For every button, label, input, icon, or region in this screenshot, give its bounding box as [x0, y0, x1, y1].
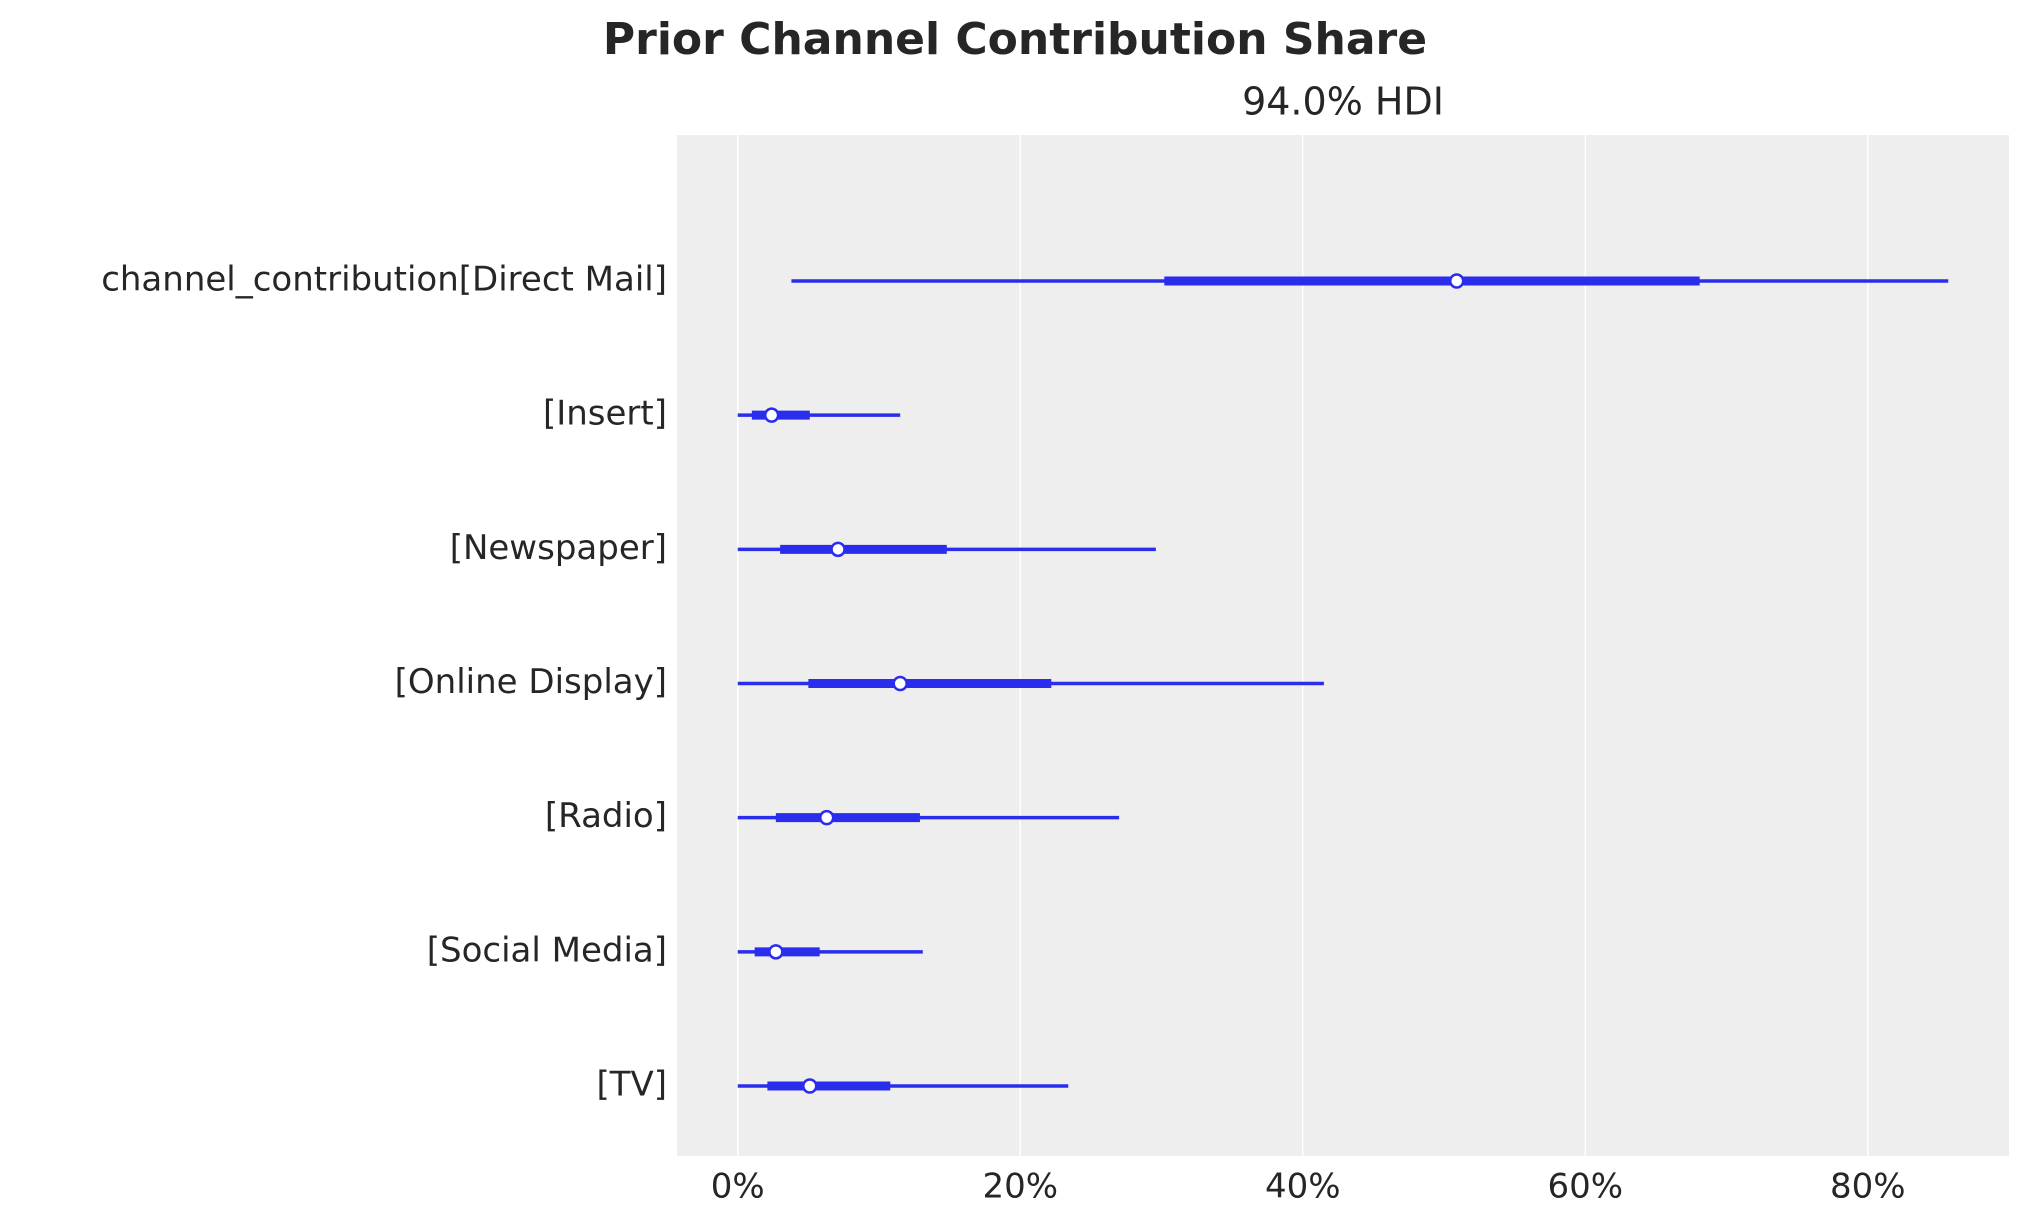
y-tick-label: [Social Media]	[427, 930, 667, 970]
chart-subtitle: 94.0% HDI	[1242, 80, 1444, 124]
y-tick-label: [Insert]	[543, 394, 667, 434]
x-tick-label: 0%	[711, 1167, 765, 1207]
y-tick-label: [TV]	[596, 1065, 667, 1105]
median-point	[830, 541, 846, 558]
chart-title: Prior Channel Contribution Share	[603, 14, 1427, 65]
median-point	[1448, 273, 1465, 289]
median-point	[763, 407, 780, 423]
y-tick-label: [Newspaper]	[450, 528, 667, 568]
median-point	[818, 809, 835, 826]
x-tick-label: 20%	[982, 1167, 1058, 1207]
y-tick-label: [Online Display]	[395, 662, 667, 702]
median-point	[802, 1078, 818, 1094]
x-tick-label: 40%	[1265, 1167, 1341, 1207]
x-tick-label: 60%	[1547, 1167, 1623, 1207]
x-tick-label: 80%	[1830, 1167, 1906, 1207]
y-tick-label: [Radio]	[545, 796, 667, 836]
median-point	[768, 944, 784, 960]
median-point	[892, 675, 908, 692]
plot-background	[677, 135, 2009, 1156]
y-tick-label: channel_contribution[Direct Mail]	[101, 260, 667, 300]
